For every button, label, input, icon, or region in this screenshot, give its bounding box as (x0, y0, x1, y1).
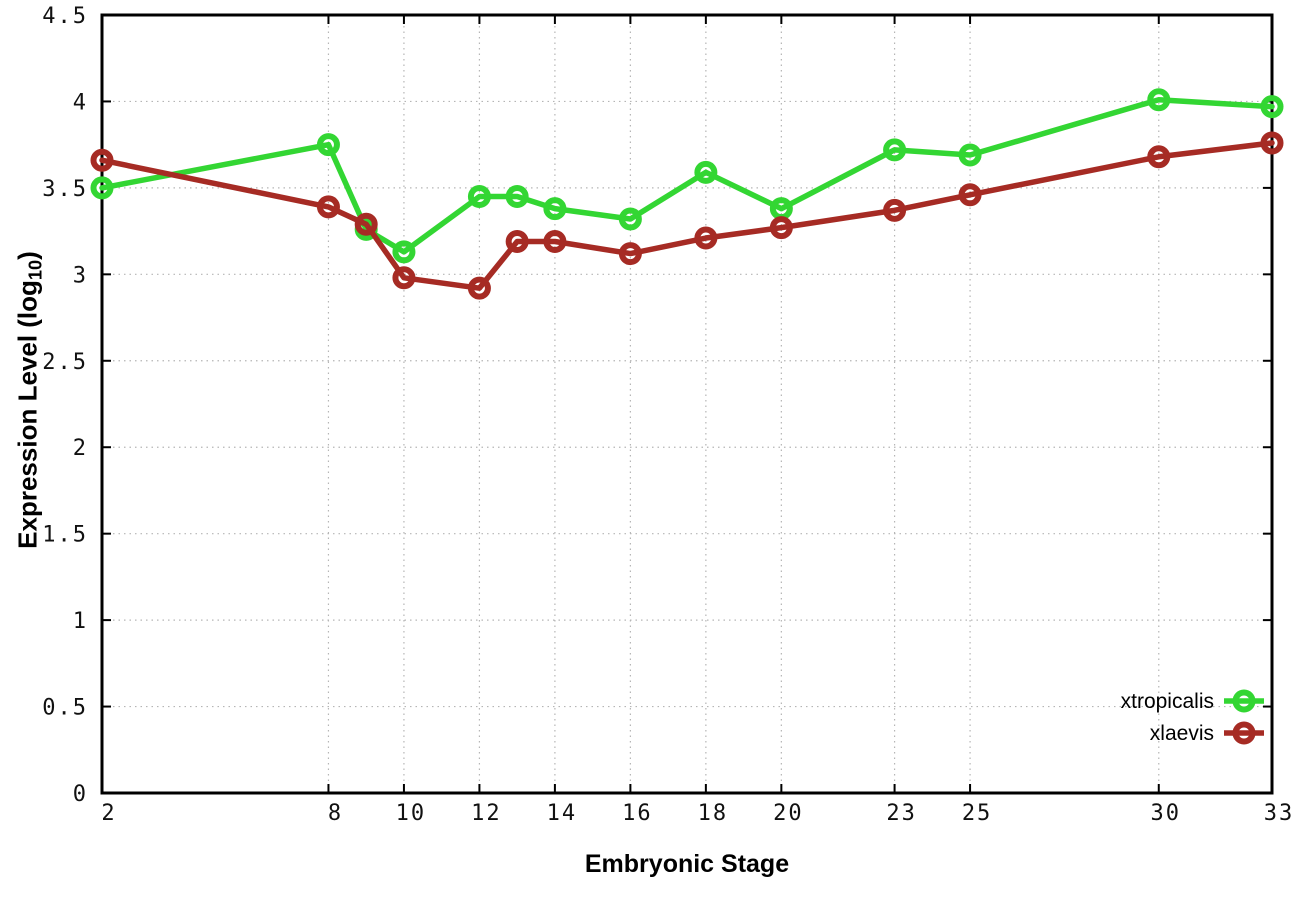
legend-sample-marker-xtropicalis (1232, 689, 1256, 713)
data-point-xtropicalis (505, 185, 529, 209)
legend-label-xlaevis: xlaevis (1150, 722, 1214, 745)
data-point-xtropicalis (958, 143, 982, 167)
data-point-xlaevis (958, 183, 982, 207)
data-point-xtropicalis (1147, 88, 1171, 112)
data-point-xlaevis (505, 229, 529, 253)
data-point-xlaevis (543, 229, 567, 253)
y-axis-title-subscript: 10 (25, 259, 46, 281)
data-point-xlaevis (769, 216, 793, 240)
x-axis-title: Embryonic Stage (584, 850, 790, 878)
x-tick-label: 12 (471, 801, 502, 826)
plot-border (100, 13, 1274, 795)
x-tick-label: 18 (698, 801, 729, 826)
y-tick-label: 3.5 (42, 177, 88, 202)
legend-label-xtropicalis: xtropicalis (1121, 690, 1214, 713)
data-point-xlaevis (90, 148, 114, 172)
x-tick-label: 8 (328, 801, 343, 826)
data-point-xtropicalis (392, 240, 416, 264)
x-tick-label: 20 (773, 801, 804, 826)
data-point-xlaevis (618, 242, 642, 266)
y-tick-label: 2.5 (42, 350, 88, 375)
y-tick-label: 3 (73, 263, 88, 288)
data-point-xtropicalis (316, 133, 340, 157)
data-point-xtropicalis (618, 207, 642, 231)
y-tick-label: 0.5 (42, 696, 88, 721)
x-tick-label: 30 (1151, 801, 1182, 826)
data-point-xtropicalis (1260, 95, 1284, 119)
data-point-xtropicalis (467, 185, 491, 209)
data-point-xlaevis (1147, 145, 1171, 169)
y-tick-label: 1.5 (42, 523, 88, 548)
data-point-xtropicalis (543, 197, 567, 221)
x-tick-label: 23 (886, 801, 917, 826)
series-line-xtropicalis (99, 96, 1275, 255)
data-point-xlaevis (1260, 131, 1284, 155)
y-axis-title-suffix: ) (12, 251, 43, 260)
y-tick-label: 4 (73, 90, 88, 115)
y-axis-title-text: Expression Level (log (12, 280, 43, 549)
data-point-xlaevis (883, 198, 907, 222)
series-line-xlaevis (99, 140, 1275, 291)
y-tick-label: 0 (73, 782, 88, 807)
legend-sample-marker-xlaevis (1232, 721, 1256, 745)
x-tick-label: 16 (622, 801, 653, 826)
data-point-xlaevis (316, 195, 340, 219)
data-point-xlaevis (467, 276, 491, 300)
data-point-xlaevis (354, 212, 378, 236)
x-tick-label: 33 (1264, 801, 1295, 826)
y-axis-title: Expression Level (log10) (12, 251, 46, 549)
x-tick-label: 10 (396, 801, 427, 826)
data-point-xtropicalis (883, 138, 907, 162)
x-tick-label: 14 (547, 801, 578, 826)
data-point-xlaevis (392, 266, 416, 290)
x-tick-label: 25 (962, 801, 993, 826)
data-point-xlaevis (694, 226, 718, 250)
x-tick-label: 2 (101, 801, 116, 826)
y-tick-label: 4.5 (42, 4, 88, 29)
data-point-xtropicalis (90, 176, 114, 200)
y-tick-label: 1 (73, 609, 88, 634)
y-tick-label: 2 (73, 436, 88, 461)
data-point-xtropicalis (694, 160, 718, 184)
